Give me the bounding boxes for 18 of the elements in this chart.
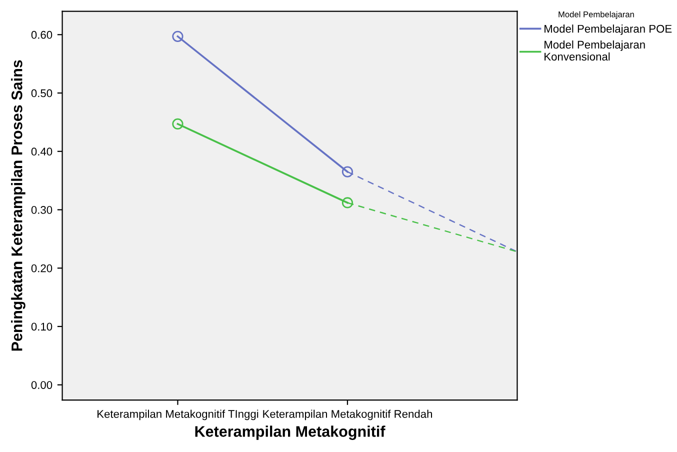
legend-label: Model Pembelajaran POE bbox=[544, 24, 672, 35]
y-tick-label: 0.20 bbox=[31, 264, 52, 272]
y-tick-label: 0.10 bbox=[31, 322, 52, 331]
y-tick-label: 0.30 bbox=[31, 206, 52, 214]
point bbox=[172, 118, 184, 130]
y-tick-label: 0.60 bbox=[31, 30, 52, 39]
x-axis-title: Keterampilan Metakognitif bbox=[195, 426, 386, 440]
legend-title: Model Pembelajaran bbox=[558, 11, 634, 19]
point bbox=[342, 197, 354, 208]
y-tick-label: 0.40 bbox=[31, 148, 52, 156]
x-tick-label: Keterampilan Metakognitif Rendah bbox=[263, 410, 432, 420]
x-tick-label: Keterampilan Metakognitif TInggi bbox=[98, 410, 258, 420]
y-axis-title: Peningkatan Keterampilan Proses Sains bbox=[11, 60, 26, 351]
y-tick-label: 0.50 bbox=[31, 89, 52, 98]
point bbox=[172, 30, 184, 42]
point bbox=[342, 166, 354, 178]
y-tick-label: 0.00 bbox=[31, 381, 52, 389]
legend-label: Model Pembelajaran Konvensional bbox=[544, 40, 645, 61]
